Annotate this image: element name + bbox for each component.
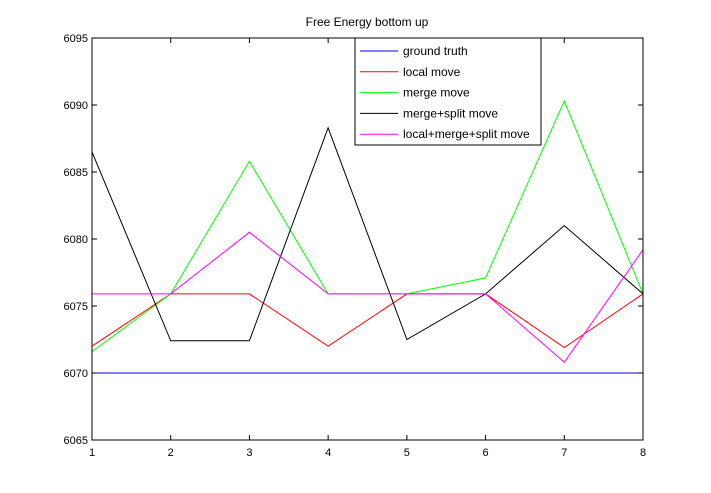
legend: ground truth local move merge move merge+sp…: [354, 37, 542, 146]
x-tick-label: 2: [168, 447, 174, 459]
x-tick-label: 8: [640, 447, 646, 459]
y-tick-label: 6070: [64, 368, 88, 380]
y-tick-label: 6095: [64, 33, 88, 45]
y-tick-label: 6085: [64, 167, 88, 179]
y-tick-label: 6075: [64, 301, 88, 313]
x-tick-label: 5: [404, 447, 410, 459]
legend-label-1: local move: [403, 65, 461, 79]
x-tick-label: 6: [483, 447, 489, 459]
y-tick-label: 6065: [64, 435, 88, 447]
x-tick-label: 4: [325, 447, 331, 459]
x-tick-label: 7: [561, 447, 567, 459]
series-line-1: [91, 293, 644, 349]
x-tick-label: 3: [246, 447, 252, 459]
legend-label-3: merge+split move: [403, 106, 498, 120]
series-line-3: [91, 126, 644, 342]
legend-label-0: ground truth: [403, 44, 468, 58]
legend-label-2: merge move: [403, 86, 470, 100]
x-tick-label: 1: [89, 447, 95, 459]
chart-title: Free Energy bottom up: [306, 15, 429, 29]
series-line-4: [92, 231, 644, 364]
legend-box: [354, 37, 542, 146]
x-axis: 1 2 3 4 5 6 7 8: [89, 38, 646, 459]
y-axis: 6065 6070 6075 6080 6085 6090 6095: [64, 33, 643, 447]
y-tick-label: 6080: [64, 234, 88, 246]
y-tick-label: 6090: [64, 100, 88, 112]
plot-lines: [91, 99, 644, 374]
legend-label-4: local+merge+split move: [403, 127, 530, 141]
